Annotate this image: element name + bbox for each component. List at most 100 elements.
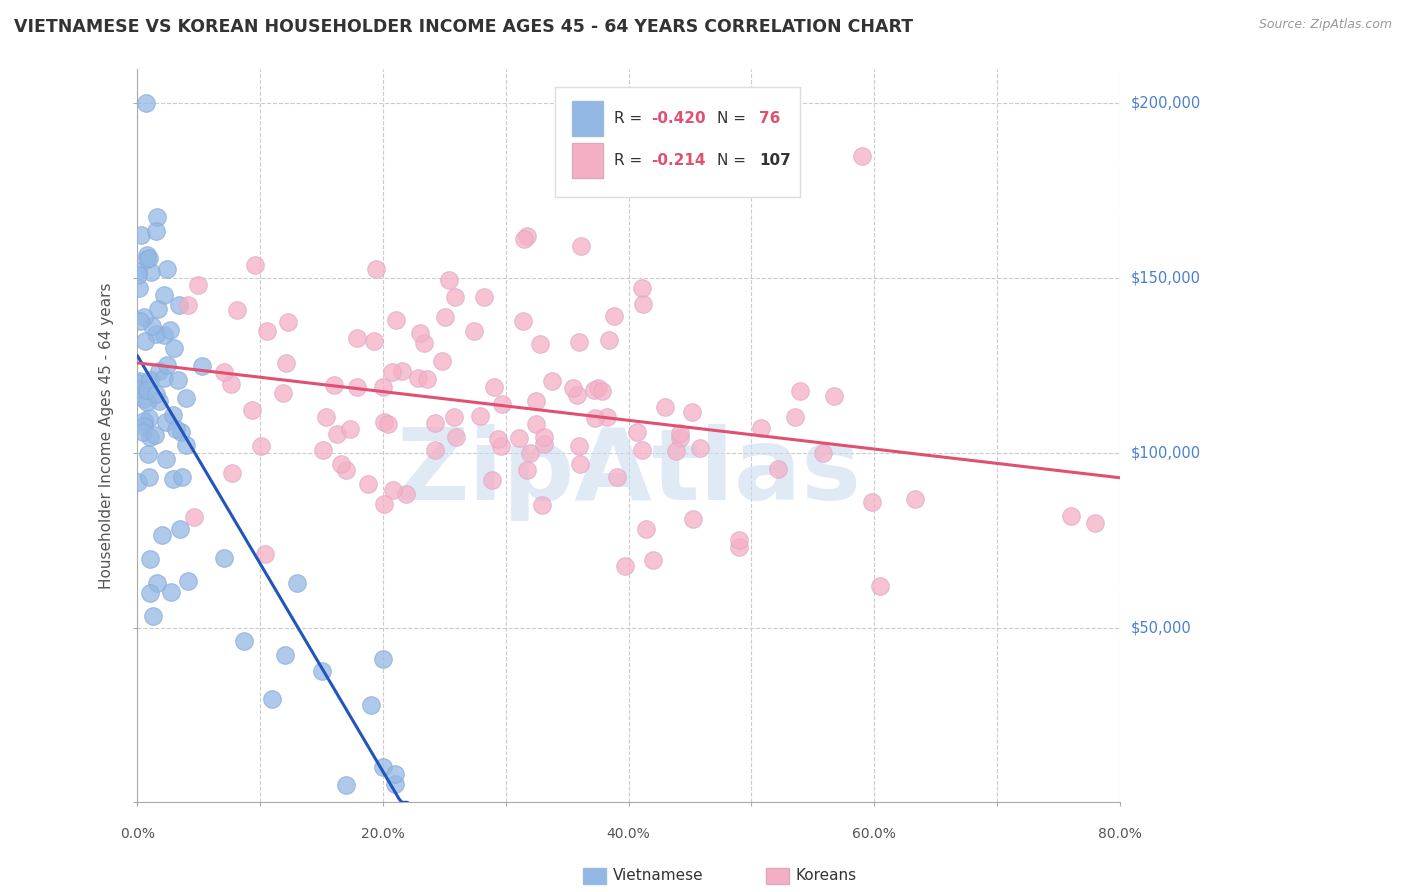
Point	[630, 281, 652, 295]
Point	[160, 585, 183, 599]
Point	[159, 323, 181, 337]
Point	[174, 392, 197, 406]
Point	[360, 698, 382, 713]
Point	[312, 443, 335, 458]
Point	[371, 651, 394, 665]
Point	[569, 457, 592, 471]
Point	[129, 382, 152, 396]
Point	[146, 302, 169, 317]
Point	[139, 265, 162, 279]
Point	[150, 528, 173, 542]
Point	[415, 372, 437, 386]
Point	[669, 431, 692, 445]
Text: -0.420: -0.420	[651, 111, 706, 126]
Point	[602, 309, 624, 323]
Point	[242, 403, 264, 417]
Point	[139, 430, 162, 444]
Point	[335, 462, 357, 476]
Point	[689, 441, 711, 455]
Point	[346, 380, 368, 394]
Point	[636, 522, 658, 536]
Point	[409, 326, 432, 340]
Point	[138, 410, 160, 425]
Point	[155, 415, 177, 429]
Point	[128, 314, 150, 328]
Point	[373, 416, 395, 430]
Point	[132, 392, 155, 406]
Point	[406, 371, 429, 385]
Text: N =: N =	[717, 111, 751, 126]
Text: $50,000: $50,000	[1130, 620, 1192, 635]
Point	[177, 298, 200, 312]
Point	[148, 364, 170, 378]
Point	[243, 259, 266, 273]
Point	[728, 540, 751, 554]
Point	[326, 426, 349, 441]
Point	[274, 356, 297, 370]
Text: $100,000: $100,000	[1130, 445, 1201, 460]
Point	[373, 497, 395, 511]
Point	[384, 767, 406, 781]
Text: -0.214: -0.214	[651, 153, 706, 168]
Point	[132, 425, 155, 440]
Point	[163, 341, 186, 355]
Text: 20.0%: 20.0%	[361, 827, 405, 841]
Point	[174, 438, 197, 452]
Point	[134, 334, 156, 349]
Text: 0.0%: 0.0%	[120, 827, 155, 841]
Point	[413, 335, 436, 350]
Point	[568, 439, 591, 453]
Point	[395, 487, 418, 501]
Point	[127, 264, 149, 278]
Point	[439, 273, 461, 287]
Point	[568, 334, 591, 349]
Point	[606, 470, 628, 484]
Point	[384, 313, 406, 327]
Point	[135, 395, 157, 409]
Point	[128, 281, 150, 295]
Point	[1084, 516, 1107, 530]
Text: $150,000: $150,000	[1130, 270, 1201, 285]
Text: $200,000: $200,000	[1130, 96, 1201, 111]
Point	[526, 417, 548, 431]
Point	[468, 409, 491, 423]
Point	[434, 310, 457, 325]
Point	[219, 376, 242, 391]
Point	[749, 421, 772, 435]
Text: R =: R =	[614, 111, 647, 126]
Point	[271, 385, 294, 400]
Point	[481, 473, 503, 487]
Point	[583, 383, 606, 397]
Point	[169, 522, 191, 536]
Point	[253, 547, 276, 561]
Point	[135, 96, 157, 111]
Text: Vietnamese: Vietnamese	[613, 869, 703, 883]
Point	[860, 495, 883, 509]
Point	[463, 324, 485, 338]
Point	[138, 447, 160, 461]
Point	[904, 492, 927, 507]
Point	[183, 509, 205, 524]
Point	[381, 365, 404, 379]
Point	[129, 227, 152, 242]
Point	[811, 446, 834, 460]
Point	[167, 373, 190, 387]
Point	[583, 411, 606, 425]
Point	[153, 370, 176, 384]
Point	[165, 422, 187, 436]
Point	[139, 372, 162, 386]
Point	[371, 380, 394, 394]
Point	[155, 452, 177, 467]
Point	[162, 409, 184, 423]
Point	[596, 410, 619, 425]
Point	[167, 298, 190, 312]
Point	[153, 288, 176, 302]
Point	[565, 388, 588, 402]
Point	[250, 439, 273, 453]
Point	[444, 290, 467, 304]
Point	[588, 381, 610, 395]
Point	[132, 419, 155, 434]
Point	[425, 416, 447, 430]
Point	[346, 331, 368, 345]
Point	[136, 383, 159, 397]
